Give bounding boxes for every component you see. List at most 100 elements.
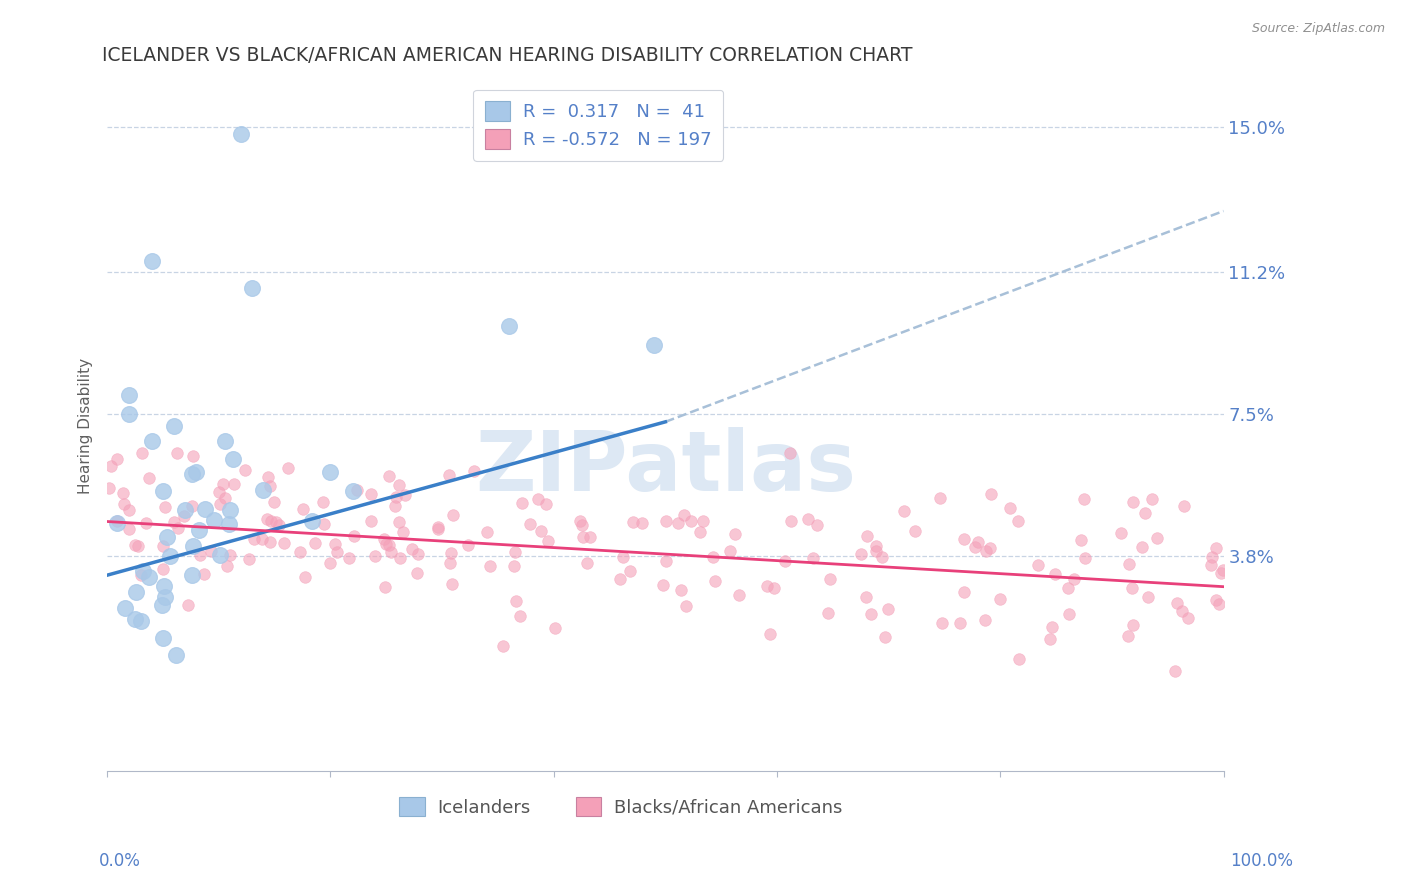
Point — [1026, 558, 1049, 573]
Point — [214, 491, 236, 505]
Point — [117, 503, 139, 517]
Point — [364, 549, 387, 564]
Point — [859, 607, 882, 621]
Point — [870, 549, 893, 564]
Point — [256, 511, 278, 525]
Point — [427, 522, 450, 536]
Point — [219, 549, 242, 563]
Text: ZIPatlas: ZIPatlas — [475, 426, 856, 508]
Point — [218, 516, 240, 531]
Point — [762, 581, 785, 595]
Point — [346, 483, 368, 497]
Point — [360, 487, 382, 501]
Point — [401, 541, 423, 556]
Point — [406, 566, 429, 580]
Point — [575, 556, 598, 570]
Point — [505, 545, 527, 559]
Point — [240, 281, 263, 295]
Point — [903, 524, 925, 538]
Point — [655, 514, 678, 528]
Point — [135, 516, 157, 530]
Point — [1199, 558, 1222, 572]
Point — [167, 521, 190, 535]
Point — [118, 388, 141, 402]
Point — [1140, 491, 1163, 506]
Point — [654, 554, 676, 568]
Point — [378, 469, 401, 483]
Point — [1057, 607, 1080, 621]
Point — [477, 525, 499, 540]
Point — [643, 338, 665, 352]
Point — [153, 500, 176, 515]
Point — [1212, 563, 1234, 577]
Point — [207, 485, 229, 500]
Point — [243, 532, 266, 546]
Point — [342, 483, 364, 498]
Point — [152, 539, 174, 553]
Point — [519, 517, 541, 532]
Point — [1007, 515, 1029, 529]
Point — [1177, 611, 1199, 625]
Point — [689, 524, 711, 539]
Point — [724, 527, 747, 541]
Point — [118, 522, 141, 536]
Point — [692, 514, 714, 528]
Point — [152, 579, 174, 593]
Point — [426, 519, 449, 533]
Point — [202, 514, 225, 528]
Point — [153, 590, 176, 604]
Point — [180, 567, 202, 582]
Point — [222, 452, 245, 467]
Point — [973, 613, 995, 627]
Point — [152, 562, 174, 576]
Point — [326, 545, 349, 559]
Point — [1166, 596, 1188, 610]
Point — [979, 541, 1001, 555]
Point — [702, 549, 724, 564]
Point — [668, 516, 690, 531]
Point — [343, 529, 366, 543]
Point — [384, 499, 406, 513]
Point — [378, 538, 401, 552]
Point — [141, 253, 163, 268]
Point — [257, 470, 280, 484]
Point — [801, 551, 824, 566]
Point — [796, 512, 818, 526]
Point — [304, 536, 326, 550]
Text: ICELANDER VS BLACK/AFRICAN AMERICAN HEARING DISABILITY CORRELATION CHART: ICELANDER VS BLACK/AFRICAN AMERICAN HEAR… — [101, 46, 912, 65]
Point — [1116, 629, 1139, 643]
Point — [820, 572, 842, 586]
Point — [208, 497, 231, 511]
Point — [1039, 632, 1062, 647]
Point — [1070, 533, 1092, 547]
Point — [865, 543, 887, 558]
Point — [1137, 590, 1160, 604]
Point — [675, 599, 697, 613]
Point — [873, 630, 896, 644]
Point — [264, 515, 287, 529]
Point — [1173, 499, 1195, 513]
Point — [238, 551, 260, 566]
Point — [727, 588, 749, 602]
Point — [439, 556, 461, 570]
Point — [1111, 526, 1133, 541]
Point — [463, 464, 485, 478]
Point — [505, 594, 527, 608]
Point — [294, 570, 316, 584]
Point — [441, 577, 464, 591]
Point — [865, 539, 887, 553]
Point — [974, 544, 997, 558]
Point — [150, 598, 173, 612]
Point — [855, 591, 877, 605]
Point — [229, 128, 252, 142]
Point — [97, 481, 120, 495]
Point — [949, 616, 972, 631]
Point — [681, 515, 703, 529]
Point — [165, 648, 187, 662]
Point — [440, 546, 463, 560]
Point — [188, 548, 211, 562]
Point — [186, 465, 208, 479]
Point — [233, 463, 256, 477]
Point — [323, 537, 346, 551]
Point — [138, 569, 160, 583]
